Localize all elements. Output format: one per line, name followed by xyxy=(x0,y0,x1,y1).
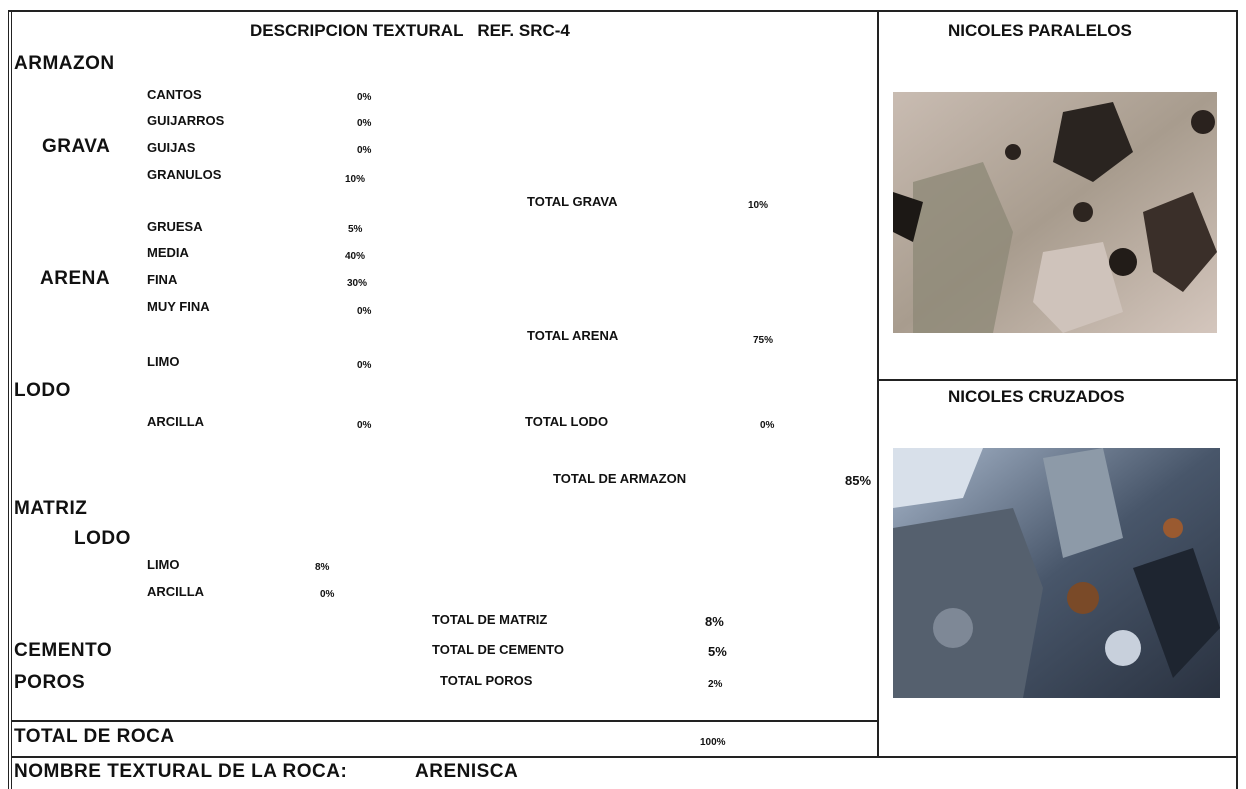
item: LIMO xyxy=(147,557,180,572)
item: GUIJARROS xyxy=(147,113,225,128)
border xyxy=(878,379,1236,381)
item: CANTOS xyxy=(147,87,202,102)
image-title: NICOLES PARALELOS xyxy=(948,21,1132,40)
section: ARMAZON xyxy=(14,53,115,74)
item: ARCILLA xyxy=(147,584,205,599)
total: 100% xyxy=(700,737,726,748)
total-label: TOTAL DE CEMENTO xyxy=(432,642,564,657)
value: 40% xyxy=(345,251,366,262)
group: ARENA xyxy=(40,268,111,289)
border xyxy=(11,756,1237,758)
border xyxy=(877,10,879,757)
item: MUY FINA xyxy=(147,299,210,314)
section: TOTAL DE ROCA xyxy=(14,726,175,747)
value: 0% xyxy=(320,589,335,600)
total-label: TOTAL DE MATRIZ xyxy=(432,612,548,627)
section: POROS xyxy=(14,672,86,693)
section: CEMENTO xyxy=(14,640,113,661)
value: 0% xyxy=(357,360,372,371)
value: 0% xyxy=(357,118,372,129)
total: 0% xyxy=(760,420,775,431)
title: DESCRIPCION TEXTURAL REF. SRC-4 xyxy=(250,21,570,40)
border xyxy=(11,720,878,722)
total-label: TOTAL LODO xyxy=(525,414,609,429)
total-label: TOTAL ARENA xyxy=(527,328,619,343)
total: 8% xyxy=(705,614,724,629)
item: LIMO xyxy=(147,354,180,369)
total-label: TOTAL DE ARMAZON xyxy=(553,471,687,486)
total: 10% xyxy=(748,200,769,211)
border xyxy=(8,10,1238,12)
item: FINA xyxy=(147,272,178,287)
border xyxy=(11,10,12,789)
total: 75% xyxy=(753,335,774,346)
value: 0% xyxy=(357,145,372,156)
value: 10% xyxy=(345,174,366,185)
group: GRAVA xyxy=(42,136,111,157)
micrograph-parallel xyxy=(893,92,1217,333)
total: 5% xyxy=(708,644,727,659)
item: GRANULOS xyxy=(147,167,222,182)
value: 0% xyxy=(357,306,372,317)
value: ARENISCA xyxy=(415,761,519,782)
value: 0% xyxy=(357,420,372,431)
micrograph-crossed xyxy=(893,448,1220,698)
total: 2% xyxy=(708,679,723,690)
label: NOMBRE TEXTURAL DE LA ROCA: xyxy=(14,761,348,782)
item: MEDIA xyxy=(147,245,189,260)
section: MATRIZ xyxy=(14,498,88,519)
item: GRUESA xyxy=(147,219,203,234)
item: GUIJAS xyxy=(147,140,196,155)
value: 8% xyxy=(315,562,330,573)
group: LODO xyxy=(74,528,131,549)
total-label: TOTAL POROS xyxy=(440,673,533,688)
total-label: TOTAL GRAVA xyxy=(527,194,618,209)
total: 85% xyxy=(845,473,872,488)
border xyxy=(8,10,9,789)
value: 0% xyxy=(357,92,372,103)
value: 5% xyxy=(348,224,363,235)
image-title: NICOLES CRUZADOS xyxy=(948,387,1125,406)
border xyxy=(1236,10,1238,789)
group: LODO xyxy=(14,380,71,401)
item: ARCILLA xyxy=(147,414,205,429)
value: 30% xyxy=(347,278,368,289)
